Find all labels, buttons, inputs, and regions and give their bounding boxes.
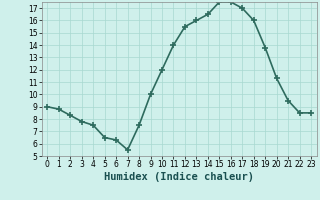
X-axis label: Humidex (Indice chaleur): Humidex (Indice chaleur) bbox=[104, 172, 254, 182]
